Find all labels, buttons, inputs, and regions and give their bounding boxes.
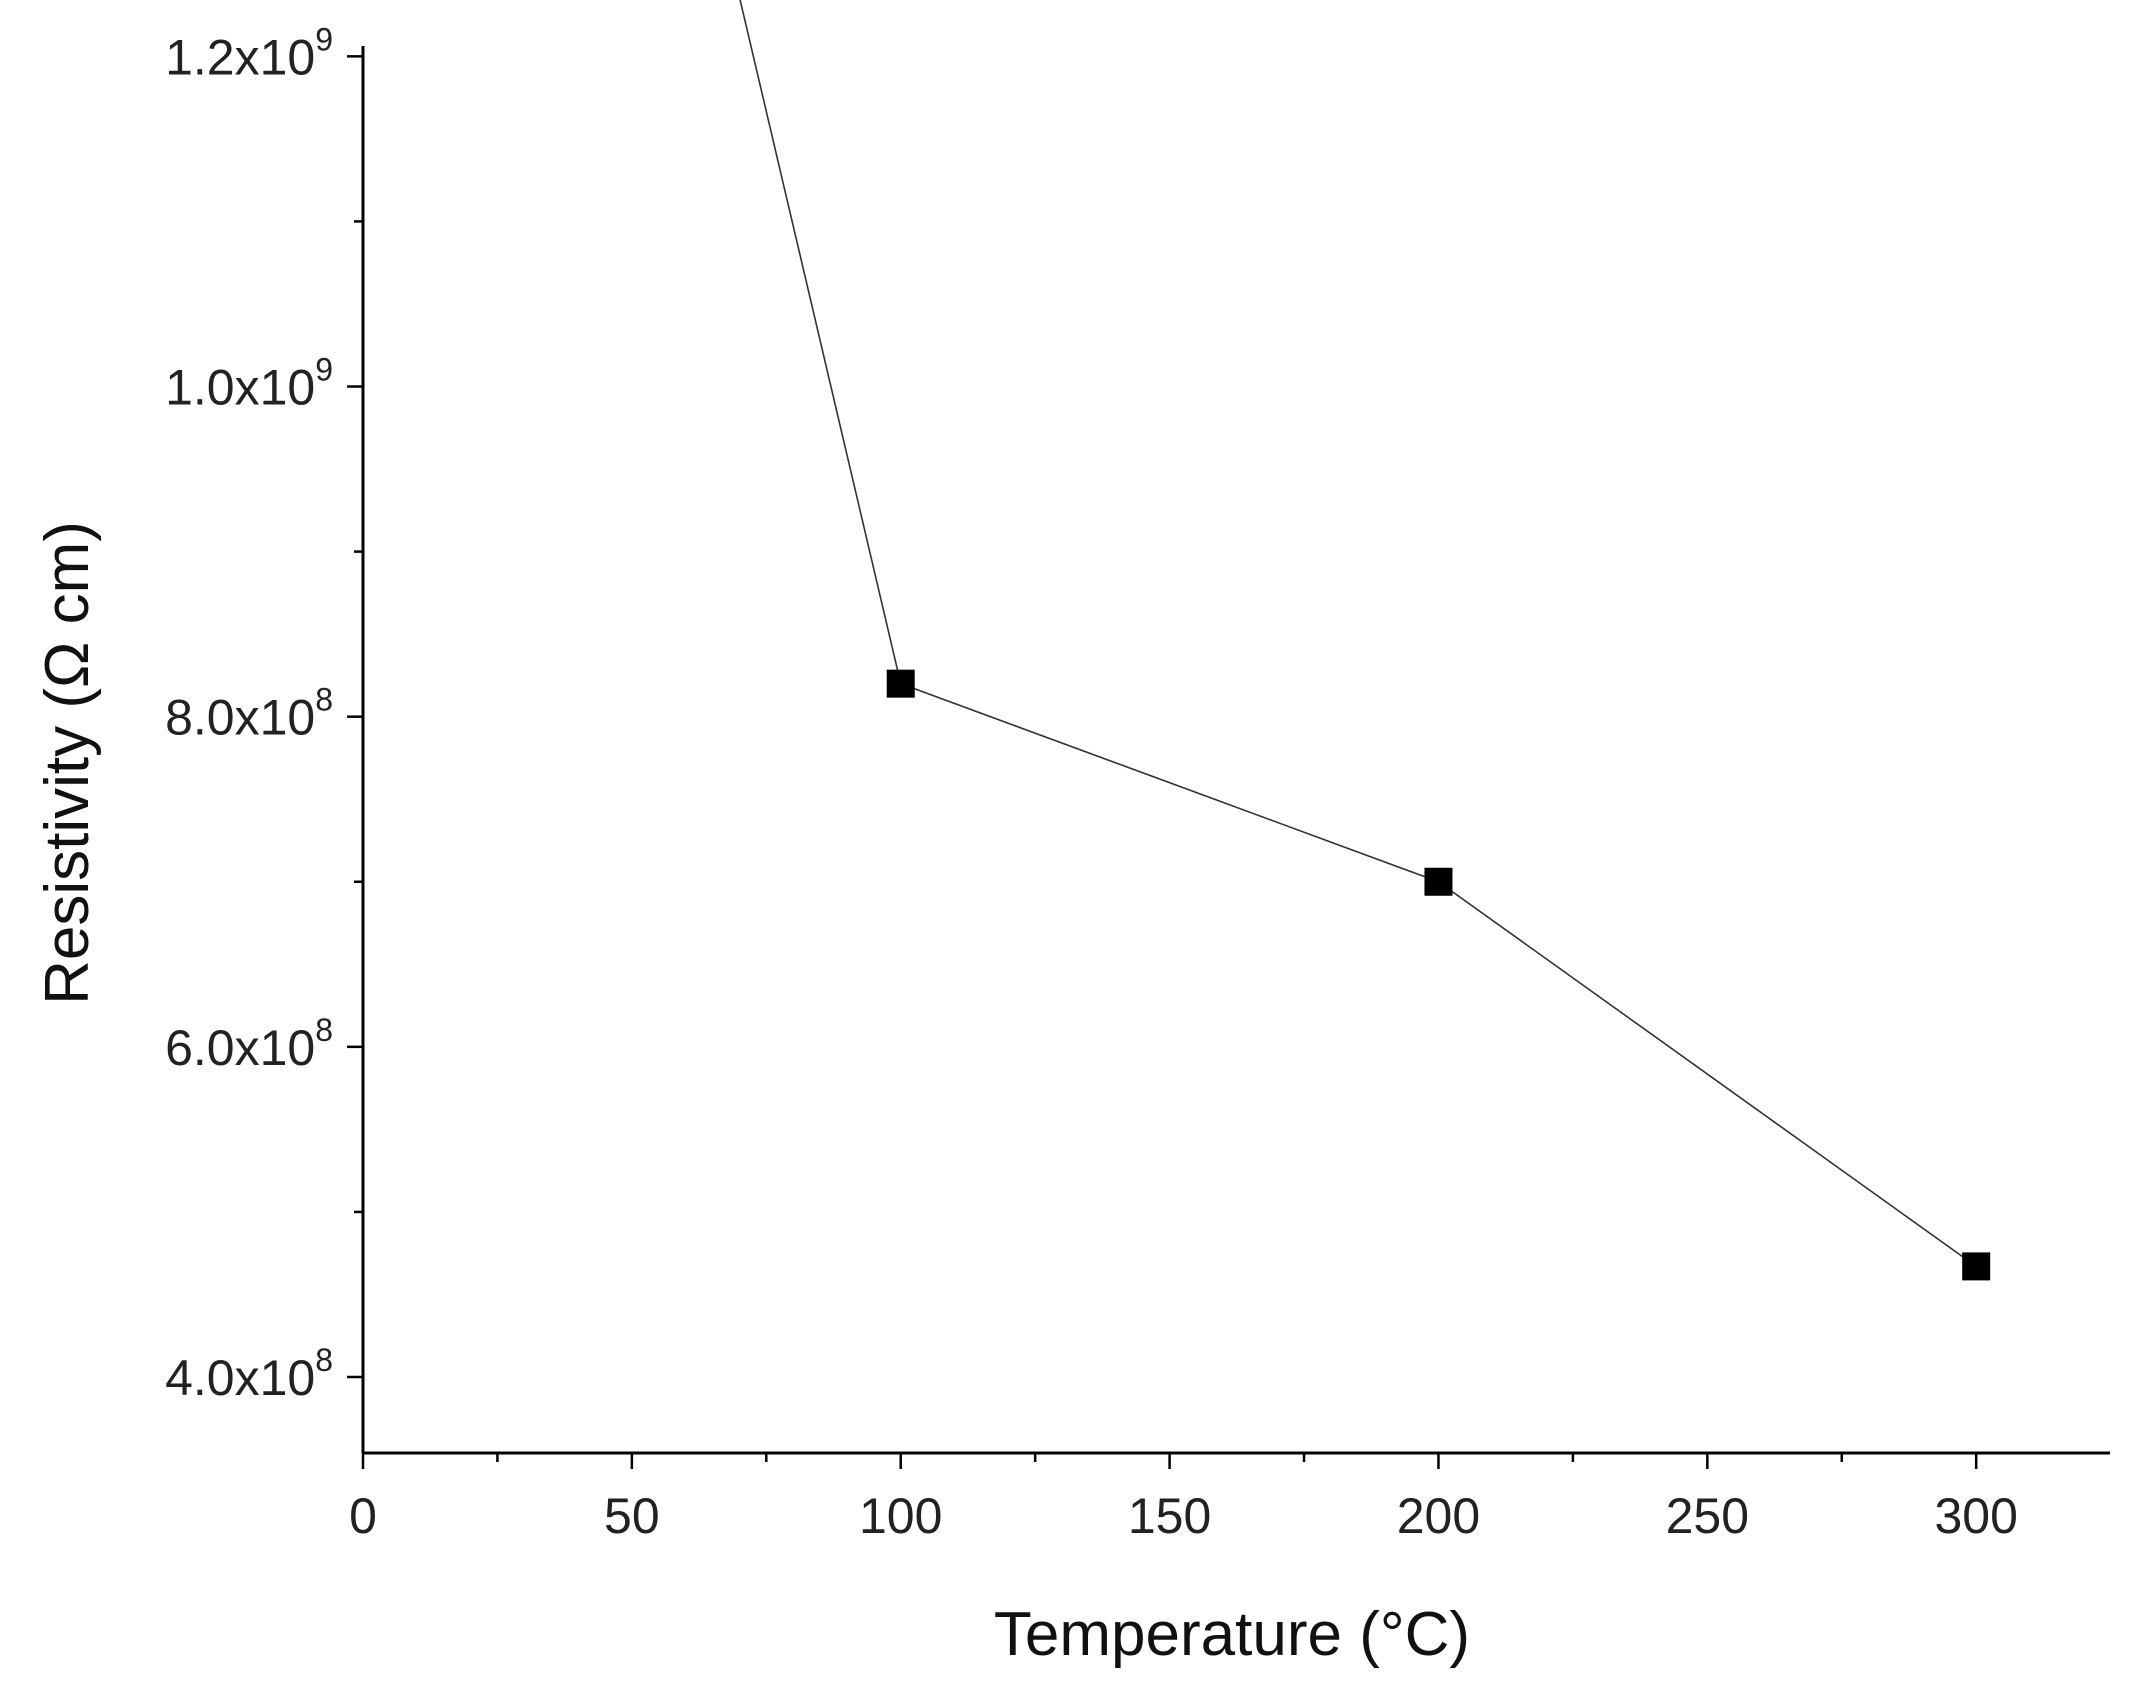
data-point-marker	[1424, 867, 1453, 896]
series-line	[739, 0, 1977, 1268]
y-tick-label: 6.0x108	[165, 1012, 333, 1076]
y-tick-label: 4.0x108	[165, 1342, 333, 1406]
y-tick-mantissa: 1.2x10	[165, 29, 315, 85]
x-axis-title: Temperature (°C)	[994, 1600, 1470, 1669]
y-tick-mantissa: 1.0x10	[165, 360, 315, 416]
data-point-marker	[1962, 1252, 1991, 1281]
y-tick-exponent: 8	[315, 1342, 333, 1378]
y-tick-mantissa: 6.0x10	[165, 1020, 315, 1076]
y-tick-exponent: 9	[315, 352, 333, 388]
y-tick-exponent: 9	[315, 21, 333, 57]
x-tick-label: 200	[1397, 1488, 1480, 1544]
x-tick-label: 100	[859, 1488, 942, 1544]
x-tick-label: 250	[1666, 1488, 1749, 1544]
x-tick-label: 300	[1934, 1488, 2017, 1544]
y-tick-label: 8.0x108	[165, 682, 333, 746]
x-tick-label: 50	[604, 1488, 660, 1544]
y-tick-mantissa: 8.0x10	[165, 690, 315, 746]
x-tick-label: 150	[1128, 1488, 1211, 1544]
y-tick-label: 1.0x109	[165, 352, 333, 416]
y-tick-mantissa: 4.0x10	[165, 1350, 315, 1406]
y-tick-exponent: 8	[315, 1012, 333, 1048]
y-axis-title: Resistivity (Ω cm)	[33, 521, 102, 1005]
plot-area: 0 50 100 150 200 250 3004.0x1086.0x1088.0x1081…	[165, 0, 2110, 1544]
y-tick-exponent: 8	[315, 682, 333, 718]
x-tick-label: 0	[349, 1488, 377, 1544]
data-point-marker	[886, 669, 915, 698]
y-tick-label: 1.2x109	[165, 21, 333, 85]
